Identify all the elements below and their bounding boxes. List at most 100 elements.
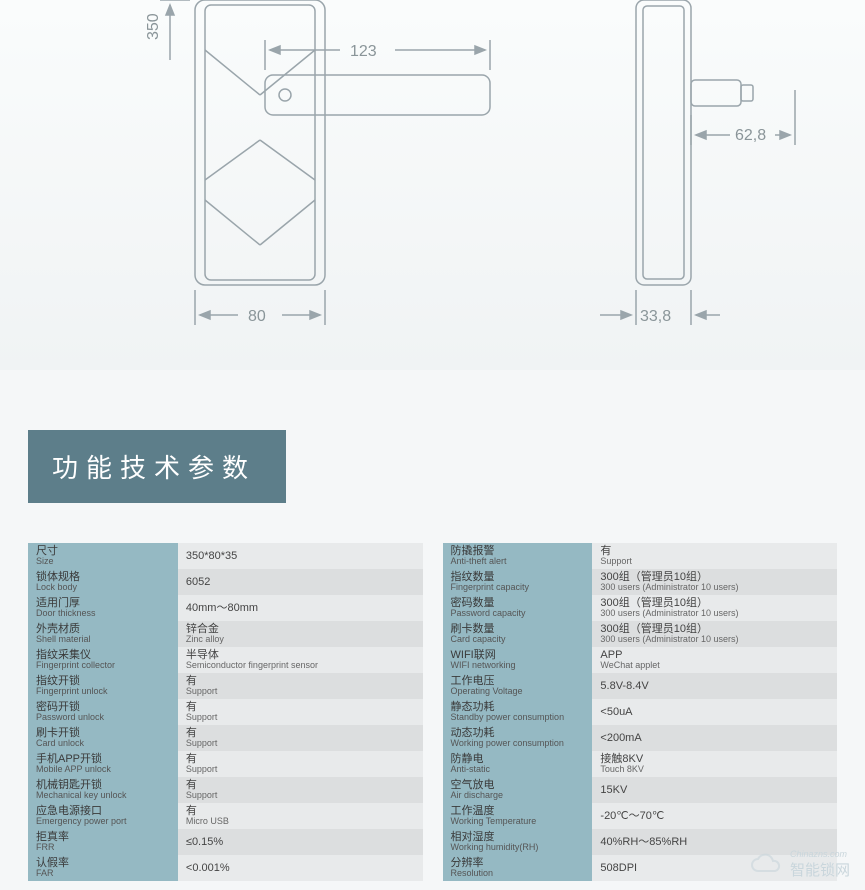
spec-label-en: Fingerprint unlock [36, 687, 170, 697]
spec-label-cell: 工作电压Operating Voltage [443, 673, 593, 699]
spec-label-cell: 静态功耗Standby power consumption [443, 699, 593, 725]
spec-value-cell: 接触8KVTouch 8KV [592, 751, 837, 777]
spec-value: -20℃～70℃ [600, 810, 829, 822]
spec-label-cell: 认假率FAR [28, 855, 178, 881]
spec-row: 刷卡数量Card capacity300组（管理员10组）300 users (… [443, 621, 838, 647]
spec-label-en: Fingerprint collector [36, 661, 170, 671]
spec-label-en: Password capacity [451, 609, 585, 619]
spec-value-cell: 15KV [592, 777, 837, 803]
spec-value-cell: 有Support [178, 673, 423, 699]
spec-label-en: Standby power consumption [451, 713, 585, 723]
spec-label-en: Lock body [36, 583, 170, 593]
spec-label-en: Door thickness [36, 609, 170, 619]
spec-row: 刷卡开锁Card unlock有Support [28, 725, 423, 751]
spec-label-en: Size [36, 557, 170, 567]
watermark-small: Chinazns.com [790, 849, 850, 859]
spec-row: 认假率FAR<0.001% [28, 855, 423, 881]
diagram-area: 350 123 62,8 80 33,8 [0, 0, 865, 370]
spec-label-cell: 尺寸Size [28, 543, 178, 569]
spec-value: 有 [186, 675, 415, 687]
spec-label-cell: 防撬报警Anti-theft alert [443, 543, 593, 569]
spec-value-cell: 有Support [178, 751, 423, 777]
spec-value-sub: Support [186, 739, 415, 749]
spec-value-cell: <0.001% [178, 855, 423, 881]
spec-label-cell: 密码数量Password capacity [443, 595, 593, 621]
spec-label-cell: 适用门厚Door thickness [28, 595, 178, 621]
spec-value: 15KV [600, 784, 829, 796]
spec-label-en: FRR [36, 843, 170, 853]
spec-value-sub: 300 users (Administrator 10 users) [600, 609, 829, 619]
spec-row: 拒真率FRR≤0.15% [28, 829, 423, 855]
spec-label-cell: 空气放电Air discharge [443, 777, 593, 803]
spec-row: 动态功耗Working power consumption<200mA [443, 725, 838, 751]
spec-value-cell: -20℃～70℃ [592, 803, 837, 829]
spec-row: 密码开锁Password unlock有Support [28, 699, 423, 725]
spec-value-sub: 300 users (Administrator 10 users) [600, 635, 829, 645]
dim-side-ext: 62,8 [735, 127, 766, 144]
spec-label-en: WIFI networking [451, 661, 585, 671]
spec-label-en: Working Temperature [451, 817, 585, 827]
spec-value: 5.8V-8.4V [600, 680, 829, 692]
spec-value-sub: WeChat applet [600, 661, 829, 671]
spec-row: 工作温度Working Temperature -20℃～70℃ [443, 803, 838, 829]
spec-label-en: Mechanical key unlock [36, 791, 170, 801]
spec-label-cell: 防静电Anti-static [443, 751, 593, 777]
section-header: 功能技术参数 [28, 430, 865, 503]
cloud-icon [748, 853, 784, 877]
spec-value-cell: 40mm～80mm [178, 595, 423, 621]
spec-row: 密码数量Password capacity300组（管理员10组）300 use… [443, 595, 838, 621]
spec-value: 有 [186, 779, 415, 791]
watermark: Chinazns.com 智能锁网 [748, 849, 850, 880]
spec-row: 防撬报警Anti-theft alert有Support [443, 543, 838, 569]
spec-value-sub: 300 users (Administrator 10 users) [600, 583, 829, 593]
spec-value-cell: 有Support [178, 699, 423, 725]
spec-label-cn: 拒真率 [36, 831, 170, 843]
spec-row: 应急电源接口Emergency power port有Micro USB [28, 803, 423, 829]
specs-right-table: 防撬报警Anti-theft alert有Support指纹数量Fingerpr… [443, 543, 838, 881]
spec-label-cell: 应急电源接口Emergency power port [28, 803, 178, 829]
spec-label-cell: 手机APP开锁Mobile APP unlock [28, 751, 178, 777]
spec-value: 有 [186, 701, 415, 713]
spec-value-cell: 6052 [178, 569, 423, 595]
spec-label-en: Mobile APP unlock [36, 765, 170, 775]
specs-tables: 尺寸Size350*80*35锁体规格Lock body6052适用门厚Door… [0, 503, 865, 881]
dim-body-width: 80 [248, 308, 266, 325]
spec-value-sub: Support [186, 713, 415, 723]
spec-label-cell: 指纹数量Fingerprint capacity [443, 569, 593, 595]
header-title: 功能技术参数 [28, 430, 286, 503]
spec-label-en: Anti-static [451, 765, 585, 775]
spec-label-cell: 工作温度Working Temperature [443, 803, 593, 829]
spec-label-cell: 指纹开锁Fingerprint unlock [28, 673, 178, 699]
spec-row: 静态功耗Standby power consumption <50uA [443, 699, 838, 725]
specs-left-table: 尺寸Size350*80*35锁体规格Lock body6052适用门厚Door… [28, 543, 423, 881]
spec-label-cell: 拒真率FRR [28, 829, 178, 855]
spec-value: 有 [600, 545, 829, 557]
spec-value-cell: 有Support [592, 543, 837, 569]
spec-value-cell: 有Support [178, 725, 423, 751]
spec-value-cell: 350*80*35 [178, 543, 423, 569]
spec-row: WIFI联网WIFI networkingAPPWeChat applet [443, 647, 838, 673]
lock-diagram: 350 123 62,8 80 33,8 [0, 0, 865, 370]
spec-value: 40%RH～85%RH [600, 836, 829, 848]
spec-label-en: Operating Voltage [451, 687, 585, 697]
spec-label-cell: WIFI联网WIFI networking [443, 647, 593, 673]
spec-label-cell: 密码开锁Password unlock [28, 699, 178, 725]
spec-value-sub: Support [186, 791, 415, 801]
spec-row: 指纹数量Fingerprint capacity300组（管理员10组）300 … [443, 569, 838, 595]
spec-value-cell: 半导体Semiconductor fingerprint sensor [178, 647, 423, 673]
spec-label-cell: 机械钥匙开锁Mechanical key unlock [28, 777, 178, 803]
spec-value-sub: Support [600, 557, 829, 567]
spec-row: 指纹开锁Fingerprint unlock有Support [28, 673, 423, 699]
spec-value: <50uA [600, 706, 829, 718]
spec-value-cell: <50uA [592, 699, 837, 725]
spec-label-cn: 尺寸 [36, 545, 170, 557]
spec-label-cell: 动态功耗Working power consumption [443, 725, 593, 751]
spec-label-en: FAR [36, 869, 170, 879]
spec-value-cell: 300组（管理员10组）300 users (Administrator 10 … [592, 595, 837, 621]
spec-value-sub: Touch 8KV [600, 765, 829, 775]
spec-value: 6052 [186, 576, 415, 588]
spec-value-cell: 有Micro USB [178, 803, 423, 829]
spec-label-cell: 刷卡开锁Card unlock [28, 725, 178, 751]
spec-label-cell: 分辨率Resolution [443, 855, 593, 881]
spec-label-cell: 锁体规格Lock body [28, 569, 178, 595]
